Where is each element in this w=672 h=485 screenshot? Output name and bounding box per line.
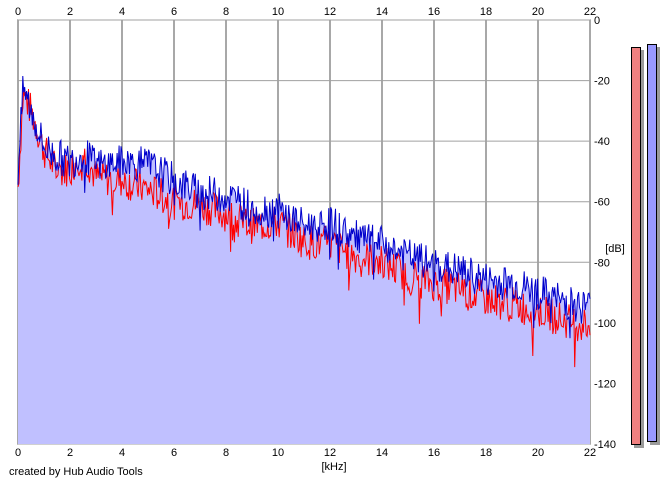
x-tick-label: 14 [376, 447, 388, 459]
y-tick-label: -60 [594, 197, 610, 209]
x-tick-label: 20 [532, 6, 544, 18]
x-tick-label: 2 [67, 6, 73, 18]
x-tick-label: 8 [223, 6, 229, 18]
x-tick-label: 0 [15, 6, 21, 18]
spectrum-fill [18, 76, 590, 444]
x-tick-label: 14 [376, 6, 388, 18]
level-meter-left [631, 47, 641, 445]
x-tick-label: 10 [272, 447, 284, 459]
y-tick-labels: 0 -20 -40 -60 -80 -100 -120 -140 [594, 15, 616, 451]
x-tick-label: 16 [428, 447, 440, 459]
x-tick-label: 10 [272, 6, 284, 18]
y-tick-label: -100 [594, 318, 616, 330]
y-tick-label: 0 [594, 15, 600, 27]
x-tick-label: 0 [15, 447, 21, 459]
x-tick-label: 18 [480, 6, 492, 18]
x-tick-label: 12 [324, 6, 336, 18]
x-tick-label: 12 [324, 447, 336, 459]
x-tick-label: 20 [532, 447, 544, 459]
x-tick-label: 18 [480, 447, 492, 459]
series-lines [17, 75, 591, 368]
x-tick-label: 8 [223, 447, 229, 459]
x-tick-label: 22 [584, 447, 596, 459]
footer-credit: created by Hub Audio Tools [9, 466, 143, 478]
y-axis-label: [dB] [605, 243, 625, 255]
x-tick-label: 2 [67, 447, 73, 459]
series-line-2 [17, 75, 591, 339]
x-tick-label: 4 [119, 447, 125, 459]
x-axis-label: [kHz] [321, 461, 346, 473]
level-meter-right [647, 44, 657, 442]
spectrum-area [18, 76, 590, 444]
y-tick-label: -120 [594, 378, 616, 390]
x-tick-label: 4 [119, 6, 125, 18]
x-tick-label: 22 [584, 6, 596, 18]
y-tick-label: -80 [594, 257, 610, 269]
x-tick-label: 6 [171, 6, 177, 18]
y-tick-label: -40 [594, 136, 610, 148]
x-tick-label: 6 [171, 447, 177, 459]
x-tick-label: 16 [428, 6, 440, 18]
y-tick-label: -20 [594, 76, 610, 88]
y-tick-label: -140 [594, 439, 616, 451]
